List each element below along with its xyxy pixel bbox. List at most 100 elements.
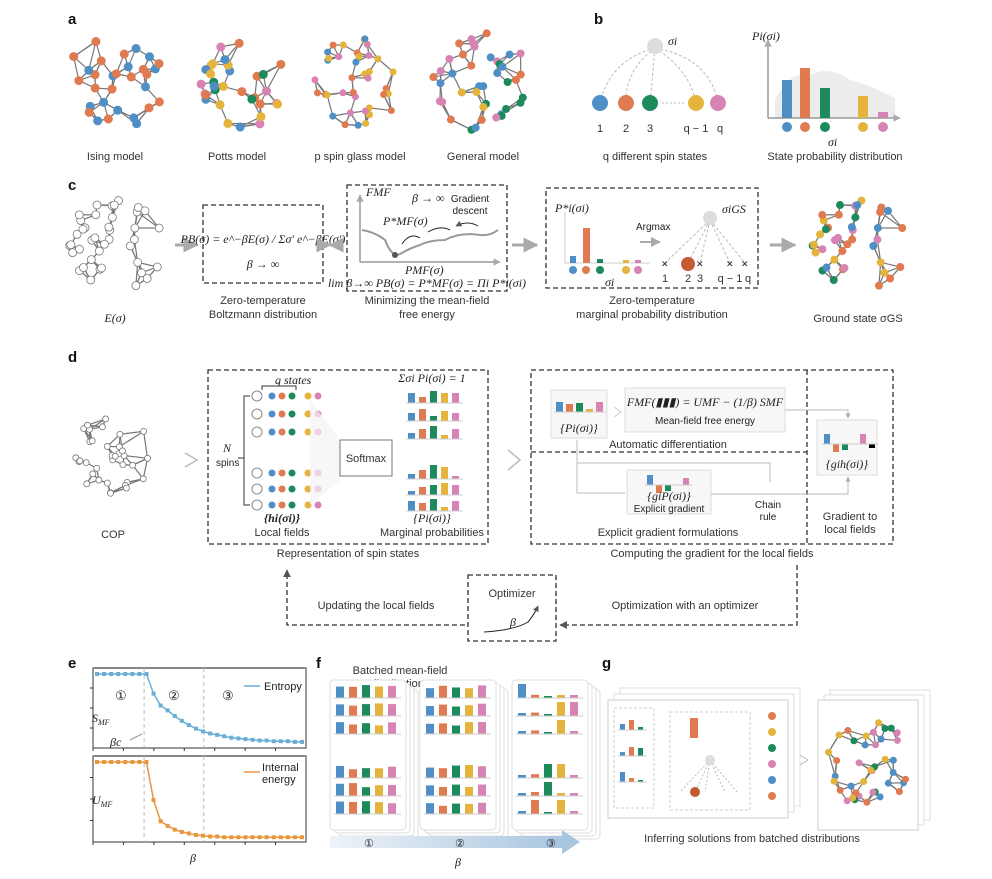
bar [452,785,460,796]
network-node [120,462,126,468]
state-dot [269,502,276,509]
caption-representation: Representation of spin states [277,548,420,560]
data-point [137,760,141,764]
network-node [429,73,437,81]
panel-d-label: d [68,349,77,366]
network-node [142,70,151,79]
network-node [881,725,888,732]
network-node [833,757,840,764]
network-node [840,264,848,272]
bar [430,485,437,495]
network-node [342,121,349,128]
network-node [898,224,906,232]
network-node [831,778,838,785]
bar [336,802,344,814]
bar [408,393,415,403]
network-node [145,103,154,112]
network-node [875,282,883,290]
data-point [102,760,106,764]
data-point [208,732,212,736]
optimizer-box [468,575,556,641]
pstar-label: P*i(σi) [554,201,589,215]
bar [362,685,370,698]
network-node [877,258,885,266]
network-node [830,276,838,284]
network-node [97,264,105,272]
network-node [132,44,141,53]
data-point [194,833,198,837]
bar [426,706,434,716]
network-node [223,119,232,128]
data-point [265,739,269,743]
stage-3: ③ [546,838,556,850]
network-node [493,69,501,77]
network-node [85,422,91,428]
data-point [258,835,262,839]
network-node [366,68,373,75]
data-point [130,760,134,764]
data-point [293,740,297,744]
network-node [141,82,150,91]
network-node [83,460,89,466]
network-node [836,201,844,209]
data-point [194,727,198,731]
bar [452,393,459,403]
network-node [835,211,843,219]
network-node [455,39,463,47]
network-node [104,480,110,486]
limit-formula: lim β→∞ PB(σ) = P*MF(σ) = Πi P*i(σi) [328,276,526,290]
svg-text:✕: ✕ [696,259,704,269]
bar [465,804,473,814]
data-point [251,835,255,839]
data-point [102,672,106,676]
network-node [89,438,95,444]
state-probability-chart: Pi(σi) σi State probability distribution [751,29,903,163]
network-node [120,50,129,59]
batched-distribution-stacks [330,680,600,839]
data-point [229,835,233,839]
caption-potts: Potts model [208,151,266,163]
network-node [134,258,142,266]
bar [478,803,486,814]
network-node [77,458,83,464]
network-node [130,462,136,468]
bar [419,487,426,495]
bar [683,478,689,485]
bar [478,722,486,734]
bar [638,748,643,756]
network-node [330,42,337,49]
optimizer-label: Optimizer [488,588,535,600]
ground-state-caption: Ground state σGS [813,313,902,325]
network-node [894,737,901,744]
network-node [869,242,877,250]
energy-label: E(σ) [103,311,125,325]
network-node [347,109,354,116]
network-node [867,767,874,774]
bar [388,785,396,796]
data-point [222,835,226,839]
caption-marginal-2: marginal probability distribution [576,309,728,321]
network-node [94,465,100,471]
c-state-q: q [745,273,751,285]
bar [531,792,539,796]
bar [557,702,565,716]
bar [375,703,383,716]
network-node [108,490,114,496]
network-node [95,247,103,255]
data-point [286,739,290,743]
network-node [99,98,108,107]
network-node [93,116,102,125]
optimizer-beta: β [509,615,516,629]
network-node [350,89,357,96]
bar [430,426,437,439]
data-point [130,672,134,676]
data-point [187,723,191,727]
bar [426,724,434,734]
bar [388,686,396,698]
data-point [159,704,163,708]
grad-local-2: local fields [824,524,876,536]
network-node [129,113,138,122]
network-node [352,59,359,66]
state-dot [768,792,776,800]
data-point [116,760,120,764]
